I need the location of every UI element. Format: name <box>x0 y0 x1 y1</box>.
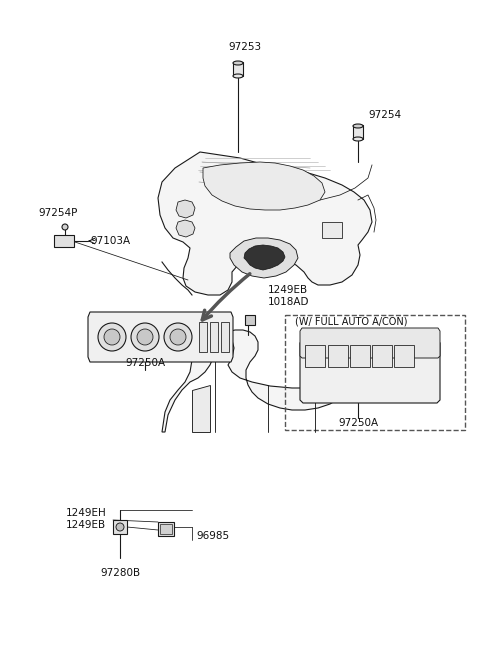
Circle shape <box>116 523 124 531</box>
Ellipse shape <box>233 74 243 78</box>
Text: 97250A: 97250A <box>125 358 165 368</box>
Bar <box>353 125 363 139</box>
Text: 97280B: 97280B <box>100 568 140 578</box>
Polygon shape <box>158 152 372 295</box>
Ellipse shape <box>353 137 363 141</box>
Polygon shape <box>203 162 325 210</box>
Text: 97253: 97253 <box>228 42 262 52</box>
Polygon shape <box>162 330 376 432</box>
Polygon shape <box>230 238 298 278</box>
Bar <box>350 345 370 367</box>
Bar <box>328 345 348 367</box>
Circle shape <box>104 329 120 345</box>
Circle shape <box>98 323 126 351</box>
Polygon shape <box>88 312 233 362</box>
Text: 1249EB: 1249EB <box>66 520 106 530</box>
Text: 1249EB: 1249EB <box>268 285 308 295</box>
Text: 97103A: 97103A <box>90 236 130 246</box>
Circle shape <box>137 329 153 345</box>
Polygon shape <box>176 220 195 237</box>
Circle shape <box>170 329 186 345</box>
Polygon shape <box>192 385 210 432</box>
Text: 97254: 97254 <box>368 110 401 120</box>
Bar <box>113 520 127 534</box>
Circle shape <box>131 323 159 351</box>
Bar <box>158 522 174 536</box>
Text: 1249EH: 1249EH <box>66 508 107 518</box>
Bar <box>394 345 414 367</box>
Bar <box>372 345 392 367</box>
Bar <box>199 322 207 352</box>
Ellipse shape <box>353 124 363 128</box>
Bar <box>221 322 229 352</box>
Circle shape <box>62 224 68 230</box>
Text: 96985: 96985 <box>196 531 229 541</box>
Polygon shape <box>322 222 342 238</box>
Bar <box>305 345 325 367</box>
Bar <box>245 315 255 325</box>
Text: 97254P: 97254P <box>38 208 77 218</box>
Bar <box>210 322 218 352</box>
Bar <box>233 62 243 76</box>
Ellipse shape <box>233 61 243 65</box>
Bar <box>54 235 74 247</box>
Polygon shape <box>176 200 195 218</box>
Text: 1018AD: 1018AD <box>268 297 310 307</box>
Bar <box>285 315 465 430</box>
Circle shape <box>164 323 192 351</box>
Polygon shape <box>300 328 440 358</box>
Text: (W/ FULL AUTO A/CON): (W/ FULL AUTO A/CON) <box>295 317 408 327</box>
Polygon shape <box>244 245 285 270</box>
Bar <box>160 524 172 534</box>
Text: 97250A: 97250A <box>338 418 378 428</box>
Polygon shape <box>300 338 440 403</box>
